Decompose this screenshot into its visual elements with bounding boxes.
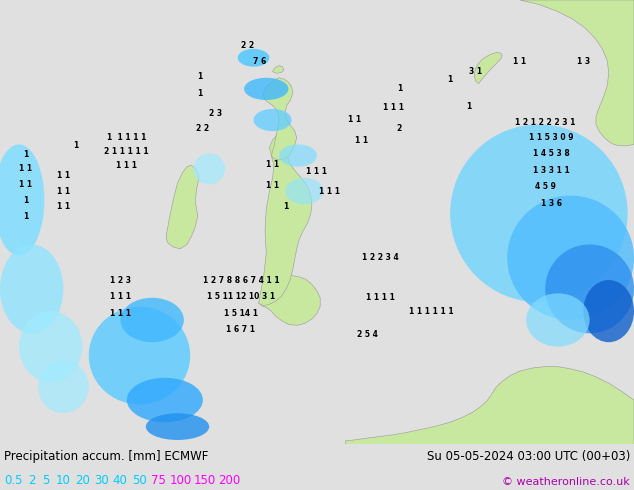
Text: 2: 2 — [397, 124, 402, 133]
Ellipse shape — [89, 307, 190, 404]
Text: 1 2 1 2 2 2 3 1: 1 2 1 2 2 2 3 1 — [515, 118, 576, 127]
Text: 1 2 3: 1 2 3 — [110, 276, 131, 285]
Text: 1 1: 1 1 — [57, 202, 70, 211]
Text: 1 5 11 12 10 3 1: 1 5 11 12 10 3 1 — [207, 293, 275, 301]
Text: 40: 40 — [113, 474, 127, 487]
Text: 1: 1 — [197, 72, 202, 81]
Text: 1: 1 — [23, 150, 28, 159]
Text: 1 1 1: 1 1 1 — [110, 293, 131, 301]
Ellipse shape — [38, 360, 89, 414]
Text: 1 4 5 3 8: 1 4 5 3 8 — [533, 149, 570, 158]
Text: 1 5 14 1: 1 5 14 1 — [224, 309, 258, 318]
Polygon shape — [263, 78, 297, 160]
Text: 1  1 1 1 1: 1 1 1 1 1 — [107, 133, 146, 142]
Text: 50: 50 — [132, 474, 146, 487]
Text: 1 1: 1 1 — [19, 180, 32, 189]
Text: 2: 2 — [28, 474, 36, 487]
Text: 2 1 1 1 1 1: 2 1 1 1 1 1 — [105, 147, 149, 156]
Text: 2 2: 2 2 — [197, 124, 209, 133]
Text: 1 1 1: 1 1 1 — [382, 103, 404, 113]
Text: 1 1: 1 1 — [266, 181, 279, 190]
Text: 1 1 1: 1 1 1 — [116, 161, 138, 170]
Ellipse shape — [19, 311, 82, 382]
Polygon shape — [259, 275, 320, 325]
Text: 1 3 6: 1 3 6 — [541, 198, 562, 208]
Text: 5: 5 — [42, 474, 49, 487]
Text: 2 2: 2 2 — [241, 41, 254, 50]
Polygon shape — [346, 367, 634, 444]
Text: 1: 1 — [467, 102, 472, 111]
Polygon shape — [259, 130, 312, 306]
Text: 2 3: 2 3 — [209, 109, 222, 118]
Text: 2 5 4: 2 5 4 — [358, 330, 378, 339]
Text: 20: 20 — [75, 474, 89, 487]
Polygon shape — [474, 52, 502, 84]
Ellipse shape — [244, 78, 288, 100]
Ellipse shape — [507, 196, 634, 320]
Text: 7 6: 7 6 — [254, 57, 266, 66]
Text: 1: 1 — [23, 212, 28, 221]
Ellipse shape — [526, 294, 590, 346]
Polygon shape — [520, 0, 634, 146]
Text: 1 1 5 3 0 9: 1 1 5 3 0 9 — [529, 133, 574, 142]
Text: 1: 1 — [448, 75, 453, 84]
Text: 1: 1 — [397, 84, 402, 94]
Text: Precipitation accum. [mm] ECMWF: Precipitation accum. [mm] ECMWF — [4, 450, 208, 463]
Text: 1: 1 — [23, 196, 28, 205]
Ellipse shape — [583, 280, 634, 342]
Ellipse shape — [238, 49, 269, 67]
Text: 4 5 9: 4 5 9 — [535, 182, 555, 191]
Text: © weatheronline.co.uk: © weatheronline.co.uk — [503, 477, 630, 487]
Text: 0.5: 0.5 — [4, 474, 22, 487]
Text: 1 1 1: 1 1 1 — [319, 187, 340, 196]
Text: 30: 30 — [94, 474, 108, 487]
Ellipse shape — [146, 414, 209, 440]
Ellipse shape — [254, 109, 292, 131]
Polygon shape — [273, 66, 284, 74]
Text: 100: 100 — [170, 474, 192, 487]
Text: 1 1: 1 1 — [57, 187, 70, 196]
Text: 1 1: 1 1 — [57, 171, 70, 180]
Ellipse shape — [120, 298, 184, 342]
Ellipse shape — [545, 245, 634, 333]
Text: Su 05-05-2024 03:00 UTC (00+03): Su 05-05-2024 03:00 UTC (00+03) — [427, 450, 630, 463]
Text: 1 1 1 1 1 1: 1 1 1 1 1 1 — [409, 308, 453, 317]
Text: 1: 1 — [74, 141, 79, 150]
Text: 1 1: 1 1 — [349, 116, 361, 124]
Text: 75: 75 — [151, 474, 165, 487]
Text: 1 6 7 1: 1 6 7 1 — [226, 325, 256, 334]
Ellipse shape — [450, 124, 628, 302]
Text: 1 2 2 3 4: 1 2 2 3 4 — [362, 253, 399, 262]
Text: 1 3 3 1 1: 1 3 3 1 1 — [533, 166, 570, 175]
Text: 200: 200 — [218, 474, 240, 487]
Text: 1 1: 1 1 — [19, 164, 32, 173]
Text: 10: 10 — [56, 474, 70, 487]
Text: 1 1: 1 1 — [266, 160, 279, 169]
Text: 1 1 1: 1 1 1 — [110, 309, 131, 318]
Polygon shape — [166, 165, 199, 249]
Ellipse shape — [127, 378, 203, 422]
Text: 1 1: 1 1 — [514, 57, 526, 66]
Text: 1 2 7 8 8 6 7 4 1 1: 1 2 7 8 8 6 7 4 1 1 — [203, 276, 279, 285]
Text: 1 1 1 1: 1 1 1 1 — [366, 294, 395, 302]
Text: 150: 150 — [194, 474, 216, 487]
Ellipse shape — [0, 145, 44, 256]
Text: 1 1: 1 1 — [355, 136, 368, 146]
Text: 1 1 1: 1 1 1 — [306, 167, 328, 175]
Text: 3 1: 3 1 — [469, 67, 482, 75]
Ellipse shape — [193, 153, 225, 184]
Text: 1: 1 — [197, 89, 202, 98]
Ellipse shape — [279, 145, 317, 167]
Text: 1: 1 — [283, 202, 288, 211]
Ellipse shape — [0, 245, 63, 333]
Ellipse shape — [285, 178, 323, 204]
Text: 1 3: 1 3 — [577, 57, 590, 66]
